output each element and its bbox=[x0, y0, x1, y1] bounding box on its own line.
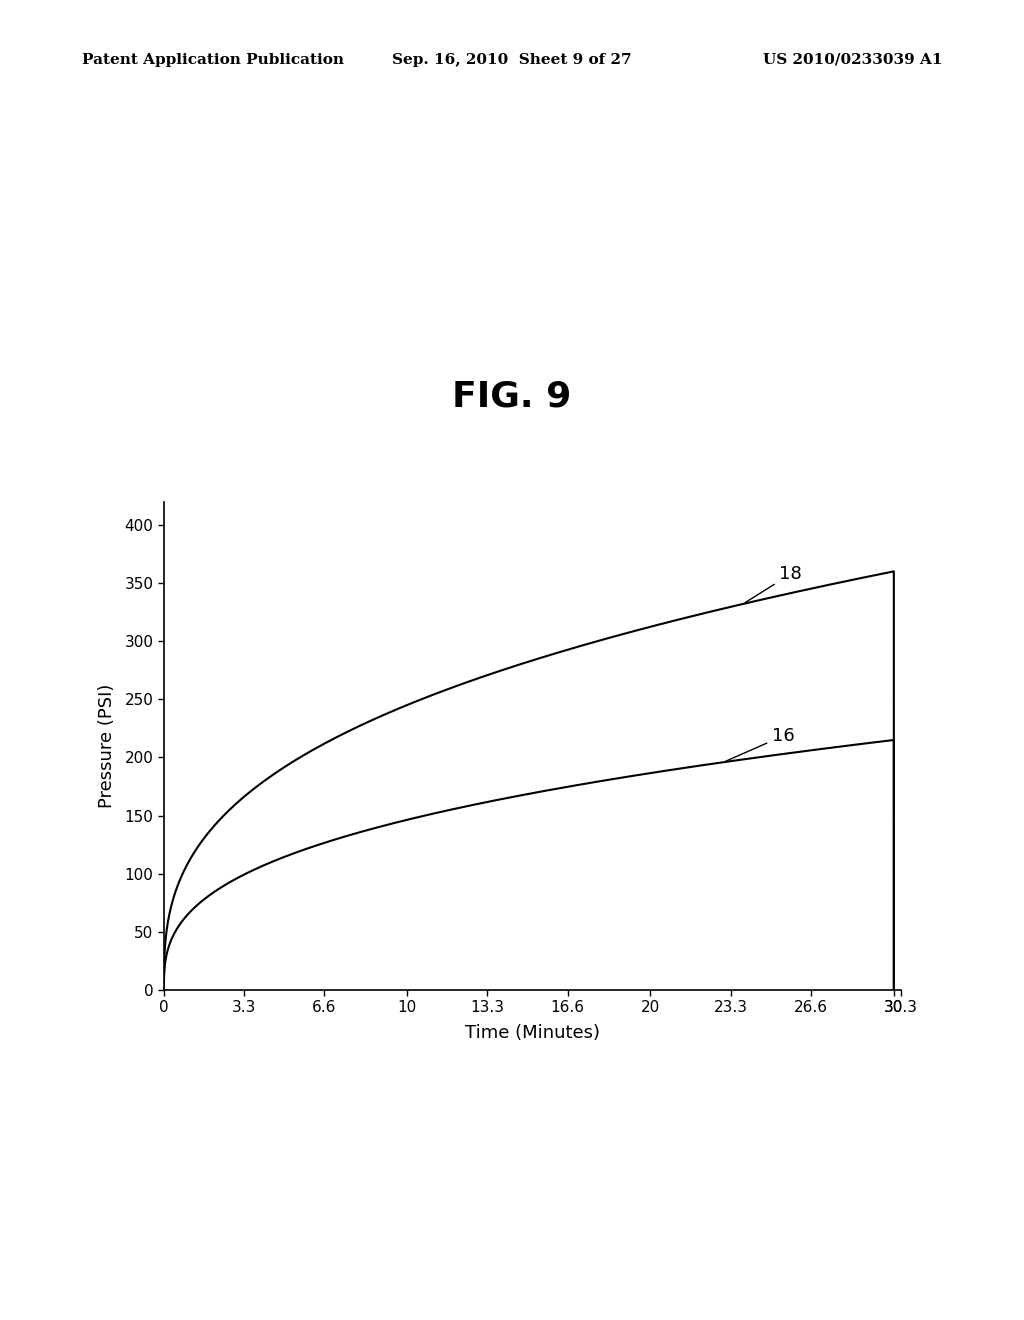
Text: FIG. 9: FIG. 9 bbox=[453, 379, 571, 413]
X-axis label: Time (Minutes): Time (Minutes) bbox=[465, 1024, 600, 1041]
Text: 16: 16 bbox=[726, 727, 795, 762]
Y-axis label: Pressure (PSI): Pressure (PSI) bbox=[98, 684, 116, 808]
Text: Sep. 16, 2010  Sheet 9 of 27: Sep. 16, 2010 Sheet 9 of 27 bbox=[392, 53, 632, 67]
Text: 18: 18 bbox=[745, 565, 802, 602]
Text: Patent Application Publication: Patent Application Publication bbox=[82, 53, 344, 67]
Text: US 2010/0233039 A1: US 2010/0233039 A1 bbox=[763, 53, 942, 67]
